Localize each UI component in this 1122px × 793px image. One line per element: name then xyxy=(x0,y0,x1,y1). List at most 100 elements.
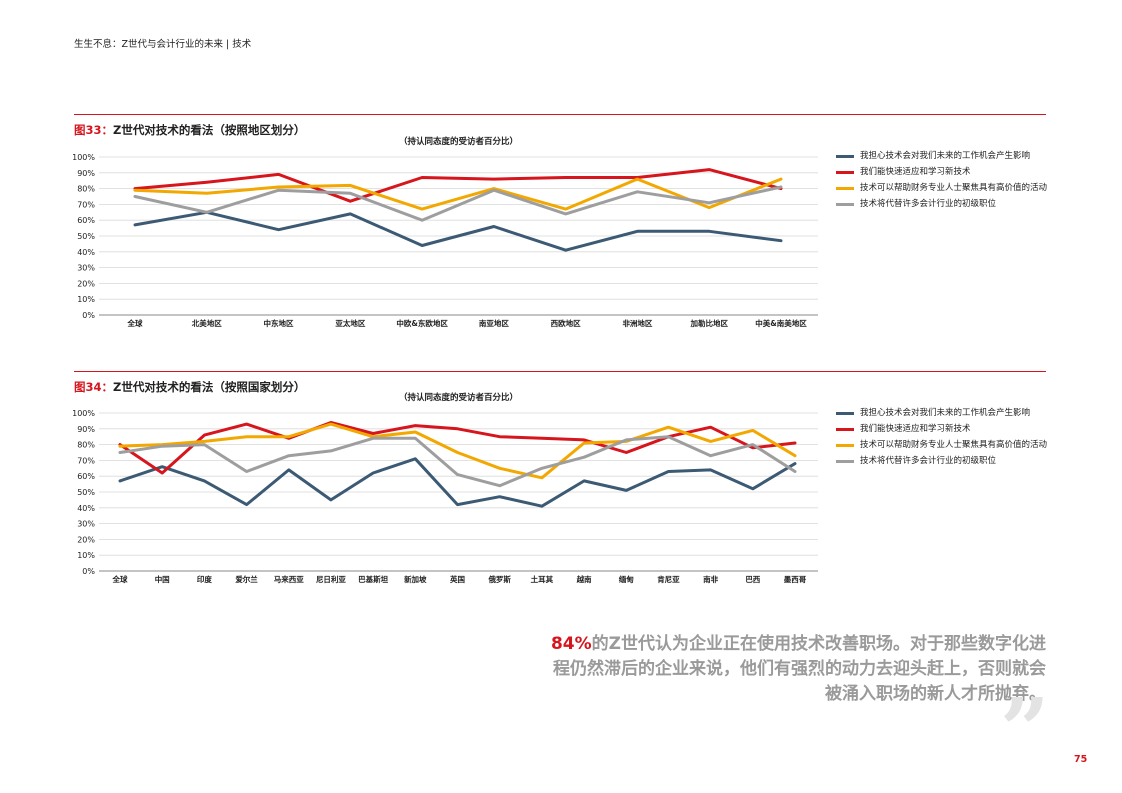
y-tick-label: 100% xyxy=(72,153,95,162)
x-tick-label: 全球 xyxy=(127,318,143,328)
section-rule xyxy=(74,114,1046,115)
x-tick-label: 越南 xyxy=(576,574,592,584)
y-tick-label: 20% xyxy=(77,279,95,288)
legend-swatch xyxy=(836,460,854,463)
y-tick-label: 60% xyxy=(77,216,95,225)
legend-label: 技术可以帮助财务专业人士聚焦具有高价值的活动 xyxy=(860,440,1048,450)
x-tick-label: 南亚地区 xyxy=(479,318,509,328)
y-tick-label: 30% xyxy=(77,520,95,529)
x-tick-label: 中国 xyxy=(155,574,170,584)
y-tick-label: 60% xyxy=(77,472,95,481)
legend-label: 技术可以帮助财务专业人士聚焦具有高价值的活动 xyxy=(860,183,1048,193)
legend-label: 我担心技术会对我们未来的工作机会产生影响 xyxy=(860,151,1031,161)
figure-34-number: 图34： xyxy=(74,380,114,394)
y-tick-label: 10% xyxy=(77,551,95,560)
y-tick-label: 90% xyxy=(77,169,95,178)
x-tick-label: 中美&南美地区 xyxy=(755,318,807,328)
x-tick-label: 缅甸 xyxy=(619,574,634,584)
x-tick-label: 墨西哥 xyxy=(784,574,807,584)
y-tick-label: 20% xyxy=(77,535,95,544)
legend-swatch xyxy=(836,428,854,431)
legend-item: 技术可以帮助财务专业人士聚焦具有高价值的活动 xyxy=(836,440,1056,451)
legend-item: 技术可以帮助财务专业人士聚焦具有高价值的活动 xyxy=(836,183,1056,194)
y-tick-label: 40% xyxy=(77,504,95,513)
series-line xyxy=(118,421,797,475)
legend-swatch xyxy=(836,187,854,190)
x-tick-label: 西欧地区 xyxy=(551,318,581,328)
x-tick-label: 亚太地区 xyxy=(335,318,365,328)
figure-33-title-text: Z世代对技术的看法（按照地区划分） xyxy=(113,123,306,137)
chart-subtitle: （持认同态度的受访者百分比） xyxy=(399,392,518,403)
x-tick-label: 巴西 xyxy=(745,575,760,584)
x-tick-label: 土耳其 xyxy=(531,574,554,584)
x-tick-label: 全球 xyxy=(112,574,128,584)
x-tick-label: 肯尼亚 xyxy=(657,574,680,584)
y-tick-label: 10% xyxy=(77,295,95,304)
series-line xyxy=(118,457,797,508)
x-tick-label: 俄罗斯 xyxy=(487,574,511,584)
y-tick-label: 70% xyxy=(77,456,95,465)
y-tick-label: 30% xyxy=(77,264,95,273)
y-tick-label: 0% xyxy=(82,567,95,576)
x-tick-label: 南非 xyxy=(703,574,718,584)
page-number: 75 xyxy=(1074,754,1088,765)
x-tick-label: 北美地区 xyxy=(192,318,222,328)
figure-34-title: 图34：Z世代对技术的看法（按照国家划分） xyxy=(74,379,305,395)
page-header: 生生不息：Z世代与会计行业的未来 | 技术 xyxy=(74,39,252,50)
quote-highlight: 84% xyxy=(550,634,592,654)
x-tick-label: 马来西亚 xyxy=(274,574,304,584)
quote-mark-icon: ” xyxy=(1000,680,1050,781)
section-rule xyxy=(74,371,1046,372)
legend-item: 我们能快速适应和学习新技术 xyxy=(836,167,1056,178)
chart-subtitle: （持认同态度的受访者百分比） xyxy=(399,136,518,147)
x-tick-label: 非洲地区 xyxy=(622,318,652,328)
y-tick-label: 0% xyxy=(82,311,95,320)
legend-label: 技术将代替许多会计行业的初级职位 xyxy=(860,199,997,209)
legend-item: 技术将代替许多会计行业的初级职位 xyxy=(836,199,1056,210)
legend-item: 我担心技术会对我们未来的工作机会产生影响 xyxy=(836,151,1056,162)
series-line xyxy=(133,168,783,203)
x-tick-label: 加勒比地区 xyxy=(689,318,728,328)
series-line xyxy=(118,435,797,488)
figure-34-title-text: Z世代对技术的看法（按照国家划分） xyxy=(113,380,306,394)
x-tick-label: 尼日利亚 xyxy=(316,574,346,584)
legend-item: 我们能快速适应和学习新技术 xyxy=(836,424,1056,435)
legend-label: 我们能快速适应和学习新技术 xyxy=(860,424,971,434)
y-tick-label: 40% xyxy=(77,248,95,257)
figure-33-number: 图33： xyxy=(74,123,114,137)
legend-swatch xyxy=(836,444,854,447)
legend-swatch xyxy=(836,412,854,415)
x-tick-label: 新加坡 xyxy=(404,574,427,584)
figure-33-legend: 我担心技术会对我们未来的工作机会产生影响 我们能快速适应和学习新技术 技术可以帮… xyxy=(836,151,1056,215)
pull-quote: 84%的Z世代认为企业正在使用技术改善职场。对于那些数字化进程仍然滞后的企业来说… xyxy=(540,632,1046,707)
figure-34-legend: 我担心技术会对我们未来的工作机会产生影响 我们能快速适应和学习新技术 技术可以帮… xyxy=(836,408,1056,472)
series-line xyxy=(118,422,797,480)
series-line xyxy=(133,185,783,222)
legend-swatch xyxy=(836,203,854,206)
y-tick-label: 50% xyxy=(77,488,95,497)
y-tick-label: 80% xyxy=(77,185,95,194)
series-line xyxy=(133,177,783,211)
legend-label: 技术将代替许多会计行业的初级职位 xyxy=(860,456,997,466)
x-tick-label: 英国 xyxy=(450,574,465,584)
legend-label: 我们能快速适应和学习新技术 xyxy=(860,167,971,177)
y-tick-label: 80% xyxy=(77,441,95,450)
legend-swatch xyxy=(836,155,854,158)
y-tick-label: 90% xyxy=(77,425,95,434)
y-tick-label: 70% xyxy=(77,200,95,209)
y-tick-label: 100% xyxy=(72,409,95,418)
quote-text: 的Z世代认为企业正在使用技术改善职场。对于那些数字化进程仍然滞后的企业来说，他们… xyxy=(553,634,1046,704)
legend-item: 我担心技术会对我们未来的工作机会产生影响 xyxy=(836,408,1056,419)
x-tick-label: 巴基斯坦 xyxy=(358,574,388,584)
series-line xyxy=(133,210,783,252)
figure-33-title: 图33：Z世代对技术的看法（按照地区划分） xyxy=(74,122,305,138)
x-tick-label: 印度 xyxy=(197,574,212,584)
y-tick-label: 50% xyxy=(77,232,95,241)
x-tick-label: 中欧&东欧地区 xyxy=(396,318,448,328)
x-tick-label: 爱尔兰 xyxy=(235,574,258,584)
legend-label: 我担心技术会对我们未来的工作机会产生影响 xyxy=(860,408,1031,418)
legend-item: 技术将代替许多会计行业的初级职位 xyxy=(836,456,1056,467)
legend-swatch xyxy=(836,171,854,174)
